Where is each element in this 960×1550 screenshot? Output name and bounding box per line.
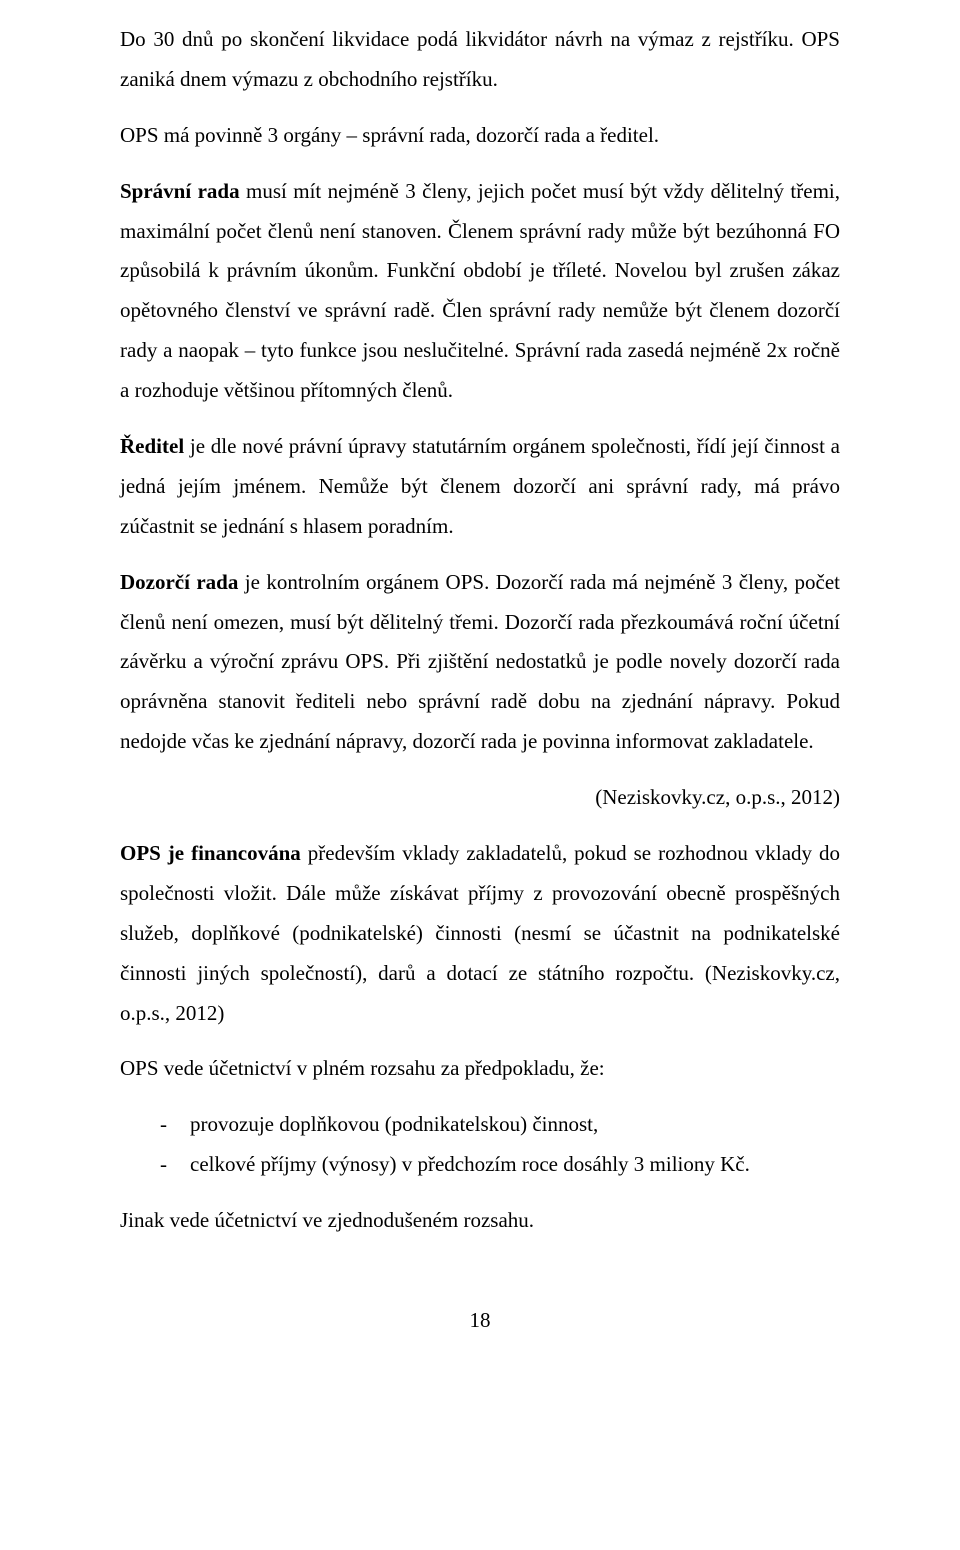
bold-term: OPS je financována [120, 841, 301, 865]
bold-term: Dozorčí rada [120, 570, 238, 594]
document-page: Do 30 dnů po skončení likvidace podá lik… [0, 0, 960, 1550]
paragraph: Do 30 dnů po skončení likvidace podá lik… [120, 20, 840, 100]
dash-list: provozuje doplňkovou (podnikatelskou) či… [120, 1105, 840, 1185]
citation-text: (Neziskovky.cz, o.p.s., 2012) [595, 785, 840, 809]
bold-term: Správní rada [120, 179, 240, 203]
body-text: Jinak vede účetnictví ve zjednodušeném r… [120, 1208, 534, 1232]
body-text: OPS má povinně 3 orgány – správní rada, … [120, 123, 659, 147]
page-number: 18 [120, 1301, 840, 1341]
body-text: především vklady zakladatelů, pokud se r… [120, 841, 840, 1025]
paragraph: Správní rada musí mít nejméně 3 členy, j… [120, 172, 840, 411]
list-item: provozuje doplňkovou (podnikatelskou) či… [120, 1105, 840, 1145]
list-item-text: celkové příjmy (výnosy) v předchozím roc… [190, 1152, 750, 1176]
paragraph: OPS má povinně 3 orgány – správní rada, … [120, 116, 840, 156]
list-item-text: provozuje doplňkovou (podnikatelskou) či… [190, 1112, 598, 1136]
list-item: celkové příjmy (výnosy) v předchozím roc… [120, 1145, 840, 1185]
paragraph: Jinak vede účetnictví ve zjednodušeném r… [120, 1201, 840, 1241]
body-text: OPS vede účetnictví v plném rozsahu za p… [120, 1056, 605, 1080]
body-text: musí mít nejméně 3 členy, jejich počet m… [120, 179, 840, 402]
body-text: Do 30 dnů po skončení likvidace podá lik… [120, 27, 840, 91]
page-number-text: 18 [470, 1308, 491, 1332]
body-text: je dle nové právní úpravy statutárním or… [120, 434, 840, 538]
body-text: je kontrolním orgánem OPS. Dozorčí rada … [120, 570, 840, 754]
paragraph: OPS vede účetnictví v plném rozsahu za p… [120, 1049, 840, 1089]
paragraph: Dozorčí rada je kontrolním orgánem OPS. … [120, 563, 840, 762]
bold-term: Ředitel [120, 434, 184, 458]
paragraph: Ředitel je dle nové právní úpravy statut… [120, 427, 840, 547]
paragraph: OPS je financována především vklady zakl… [120, 834, 840, 1033]
citation: (Neziskovky.cz, o.p.s., 2012) [120, 778, 840, 818]
